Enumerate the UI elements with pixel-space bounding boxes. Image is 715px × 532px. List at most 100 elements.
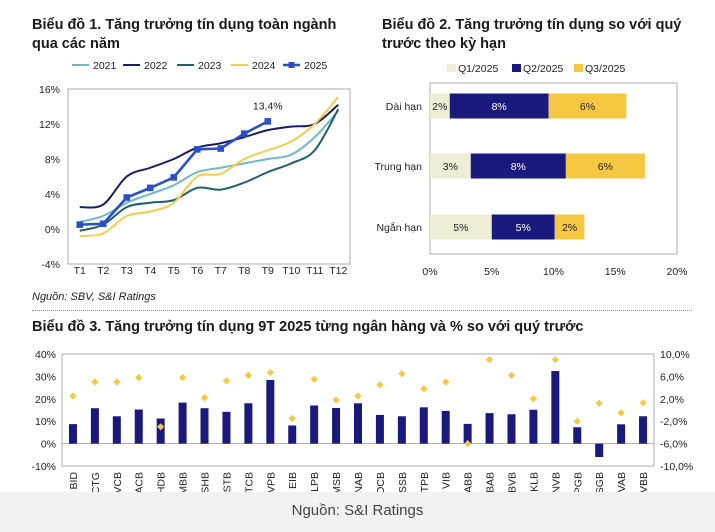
chart3-xtick: BAB xyxy=(485,472,497,493)
chart1-legend-label: 2021 xyxy=(93,60,117,72)
chart3-xtick: ABB xyxy=(463,472,475,493)
chart1-point-2025 xyxy=(123,194,131,201)
chart1-xtick: T9 xyxy=(262,265,274,277)
chart1-xtick: T8 xyxy=(238,265,250,277)
chart1-ytick: 16% xyxy=(39,84,60,96)
chart2-data-label: 6% xyxy=(598,161,613,173)
chart3-bar-SGB xyxy=(595,443,604,458)
chart2-legend-swatch xyxy=(574,64,583,72)
chart3-xtick: STB xyxy=(221,472,233,492)
chart1-series-line-2021 xyxy=(79,110,339,223)
chart1-legend-label: 2022 xyxy=(144,60,168,72)
chart1-annotation: 13,4% xyxy=(253,100,283,112)
chart3-marker-LPB xyxy=(310,375,318,383)
chart3-ytick-left: 10% xyxy=(35,416,56,428)
chart2-data-label: 2% xyxy=(562,222,577,234)
chart3-xtick: CTG xyxy=(90,472,102,494)
chart3-marker-VCB xyxy=(113,378,121,386)
chart3-xtick: NVB xyxy=(550,472,562,494)
chart3-xtick: SGB xyxy=(594,472,606,494)
chart3-marker-VPB xyxy=(266,368,274,377)
chart2-legend-swatch xyxy=(512,64,521,72)
chart3-bar-BVB xyxy=(507,414,516,444)
chart1-point-2025 xyxy=(240,130,248,137)
chart2-category-label: Dài hạn xyxy=(386,101,422,113)
chart3-bar-TPB xyxy=(419,407,428,444)
chart3-marker-SHB xyxy=(200,394,209,402)
chart2-category-label: Trung hạn xyxy=(375,161,423,173)
chart2-data-label: 6% xyxy=(580,101,595,113)
chart2-bar-segment xyxy=(449,93,549,119)
chart3-xtick: ACB xyxy=(134,472,146,494)
chart1-point-2025 xyxy=(217,145,225,152)
chart2-bar-segment xyxy=(430,153,471,179)
chart2-legend-label: Q1/2025 xyxy=(458,63,498,75)
chart3-marker-KLB xyxy=(529,395,538,403)
chart2-data-label: 2% xyxy=(432,101,447,113)
chart1-xtick: T4 xyxy=(144,265,156,277)
chart3-bar-TCB xyxy=(244,403,253,444)
chart1-legend-label: 2024 xyxy=(252,60,276,72)
chart1-xtick: T11 xyxy=(306,265,323,277)
chart1-legend-label: 2025 xyxy=(304,60,328,72)
chart3-xtick: VPB xyxy=(265,472,277,493)
chart3-xtick: VIB xyxy=(441,472,453,489)
chart3-xtick: NAB xyxy=(353,472,365,494)
chart3-marker-BAB xyxy=(485,356,494,364)
chart1-xtick: T2 xyxy=(97,265,109,277)
chart3-plot-frame xyxy=(61,353,655,467)
chart3-ytick-left: 30% xyxy=(35,371,56,383)
chart3-bar-MSB xyxy=(332,407,341,444)
chart1-ytick: 8% xyxy=(45,154,60,166)
chart1-legend-label: 2023 xyxy=(198,60,222,72)
chart2-xtick: 20% xyxy=(666,266,687,278)
chart3-bar-NAB xyxy=(354,403,362,444)
chart3-xtick: SHB xyxy=(200,472,212,494)
chart1-series-line-2022 xyxy=(79,103,339,209)
chart3-ytick-left: 20% xyxy=(35,394,56,406)
chart2-bar-segment xyxy=(430,214,492,240)
chart2-bar-segment xyxy=(430,93,450,119)
chart2-bar-segment xyxy=(491,214,555,240)
chart2-data-label: 8% xyxy=(492,101,507,113)
chart3-xtick: TCB xyxy=(243,472,255,493)
chart3-xtick: TPB xyxy=(419,472,431,492)
chart2-legend-swatch xyxy=(447,64,456,72)
chart3-marker-PGB xyxy=(573,417,581,425)
chart3-ytick-right: -10,0% xyxy=(660,461,693,473)
chart3-bar-ACB xyxy=(134,409,143,444)
chart3-marker-SGB xyxy=(595,399,603,407)
chart3-ytick-left: 0% xyxy=(41,439,56,451)
chart3-bar-SSB xyxy=(397,416,406,444)
chart3-bar-VIB xyxy=(441,410,450,444)
chart2-data-label: 8% xyxy=(511,161,526,173)
chart3-xtick: VBB xyxy=(638,472,650,493)
chart3-marker-NAB xyxy=(354,392,362,400)
chart2-legend-label: Q2/2025 xyxy=(523,63,563,75)
chart2-xtick: 0% xyxy=(422,266,437,278)
chart3-marker-HDB xyxy=(157,423,165,431)
chart1-point-2025 xyxy=(193,146,201,153)
chart1-source: Nguồn: SBV, S&I Ratings xyxy=(32,291,156,303)
chart1-point-2025 xyxy=(264,118,272,125)
chart3-marker-CTG xyxy=(91,378,99,386)
chart3-bar-BAB xyxy=(485,413,494,444)
chart3-xtick: LPB xyxy=(309,472,321,492)
chart3-bar-KLB xyxy=(529,409,538,444)
chart1-ytick: 0% xyxy=(45,224,60,236)
chart1-point-2025 xyxy=(170,174,178,181)
chart2-data-label: 5% xyxy=(516,222,531,234)
chart3-marker-BID xyxy=(69,392,77,400)
chart3-bar-BID xyxy=(68,424,77,444)
chart2-data-label: 5% xyxy=(453,222,468,234)
chart2-xtick: 5% xyxy=(484,266,499,278)
chart3-bar-SHB xyxy=(200,408,209,444)
chart3-marker-EIB xyxy=(288,414,296,422)
chart3-xtick: VAB xyxy=(616,472,628,492)
chart3-xtick: OCB xyxy=(375,472,387,495)
chart2-xtick: 10% xyxy=(543,266,564,278)
chart1-xtick: T1 xyxy=(74,265,86,277)
chart1-xtick: T7 xyxy=(215,265,227,277)
chart3-xtick: HDB xyxy=(156,472,168,494)
chart3-marker-ACB xyxy=(135,373,143,382)
